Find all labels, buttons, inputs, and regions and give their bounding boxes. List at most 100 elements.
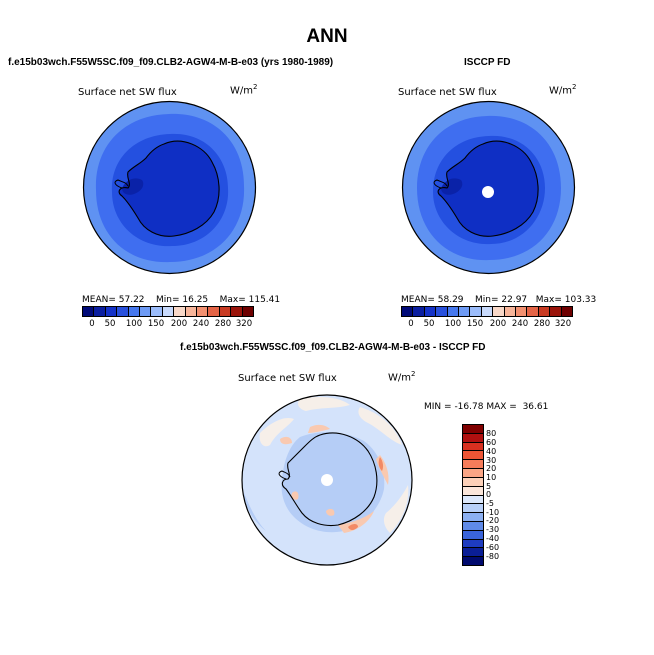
- map-coastline: [281, 432, 378, 527]
- colorbar-tick: -60: [486, 543, 500, 552]
- colorbar-swatch: [128, 307, 141, 316]
- colorbar-swatch: [242, 307, 254, 316]
- colorbar-tick: 10: [486, 473, 497, 482]
- colorbar-swatch: [463, 451, 483, 461]
- model-colorbar: [82, 306, 254, 317]
- colorbar-swatch: [162, 307, 175, 316]
- colorbar-tick: 40: [486, 447, 497, 456]
- obs-stats: MEAN= 58.29 Min= 22.97 Max= 103.33: [401, 295, 597, 305]
- map-diff-region: [383, 485, 409, 533]
- colorbar-swatch: [83, 307, 95, 316]
- colorbar-tick: -30: [486, 525, 500, 534]
- model-colorbar-labels: 0 50 100 150 200 240 280 320: [82, 319, 254, 331]
- diff-units-label: W/m2: [388, 370, 416, 384]
- colorbar-tick: 0: [486, 490, 492, 499]
- map-pole-hole: [482, 186, 494, 198]
- colorbar-swatch: [463, 425, 483, 434]
- map-diff-region: [308, 424, 330, 433]
- map-diff-region: [378, 457, 384, 471]
- colorbar-swatch: [447, 307, 460, 316]
- map-peninsula-coast: [433, 179, 448, 189]
- colorbar-swatch: [463, 521, 483, 531]
- colorbar-swatch: [151, 307, 163, 316]
- colorbar-swatch: [504, 307, 517, 316]
- colorbar-tick: -80: [486, 552, 500, 561]
- colorbar-swatch: [527, 307, 539, 316]
- colorbar-tick: -5: [486, 499, 494, 508]
- colorbar-swatch: [493, 307, 505, 316]
- colorbar-swatch: [463, 477, 483, 487]
- colorbar-swatch: [402, 307, 414, 316]
- colorbar-swatch: [219, 307, 232, 316]
- colorbar-swatch: [463, 557, 483, 565]
- colorbar-swatch: [463, 469, 483, 478]
- colorbar-tick: 5: [486, 482, 492, 491]
- colorbar-swatch: [463, 530, 483, 540]
- colorbar-tick: 20: [486, 464, 497, 473]
- colorbar-tick: 0: [408, 319, 414, 329]
- colorbar-swatch: [463, 539, 483, 549]
- colorbar-tick: -20: [486, 516, 500, 525]
- obs-units-label: W/m2: [549, 83, 577, 97]
- map-pole-hole: [321, 474, 333, 486]
- obs-polar-map: [401, 100, 576, 275]
- diff-colorbar: [462, 424, 484, 566]
- diff-polar-map: [241, 394, 413, 566]
- colorbar-swatch: [463, 433, 483, 443]
- map-diff-region: [280, 436, 292, 445]
- map-diff-region: [358, 407, 402, 445]
- map-border: [241, 394, 413, 566]
- obs-colorbar-labels: 0 50 100 150 200 240 280 320: [401, 319, 573, 331]
- map-diff-region: [259, 417, 294, 447]
- obs-case-title: ISCCP FD: [464, 57, 511, 68]
- colorbar-swatch: [197, 307, 209, 316]
- colorbar-swatch: [561, 307, 573, 316]
- colorbar-tick: 200: [170, 319, 188, 329]
- map-diff-region: [281, 432, 385, 533]
- colorbar-swatch: [463, 442, 483, 452]
- colorbar-tick: 30: [486, 456, 497, 465]
- map-coastline: [118, 140, 220, 237]
- model-units-label: W/m2: [230, 83, 258, 97]
- colorbar-tick: 240: [192, 319, 210, 329]
- model-variable-label: Surface net SW flux: [78, 87, 177, 98]
- map-diff-region: [348, 524, 358, 530]
- colorbar-tick: 80: [486, 429, 497, 438]
- model-case-title: f.e15b03wch.F55W5SC.f09_f09.CLB2-AGW4-M-…: [8, 57, 334, 68]
- colorbar-swatch: [550, 307, 562, 316]
- obs-colorbar: [401, 306, 573, 317]
- map-peninsula: [122, 178, 144, 195]
- colorbar-tick: 320: [235, 319, 253, 329]
- colorbar-tick: 50: [104, 319, 116, 329]
- colorbar-tick: 280: [214, 319, 232, 329]
- map-border: [82, 100, 257, 275]
- colorbar-swatch: [463, 495, 483, 505]
- colorbar-swatch: [174, 307, 186, 316]
- map-peninsula-coast: [278, 470, 291, 480]
- colorbar-swatch: [413, 307, 425, 316]
- colorbar-tick: 60: [486, 438, 497, 447]
- colorbar-swatch: [463, 486, 483, 496]
- map-antarctica: [119, 141, 220, 237]
- colorbar-swatch: [463, 513, 483, 522]
- obs-variable-label: Surface net SW flux: [398, 87, 497, 98]
- colorbar-swatch: [463, 504, 483, 514]
- colorbar-tick: -10: [486, 508, 500, 517]
- colorbar-swatch: [105, 307, 118, 316]
- colorbar-swatch: [140, 307, 152, 316]
- colorbar-swatch: [436, 307, 448, 316]
- colorbar-swatch: [208, 307, 220, 316]
- map-diff-region: [298, 397, 350, 411]
- colorbar-tick: 100: [444, 319, 462, 329]
- colorbar-tick: 150: [147, 319, 165, 329]
- colorbar-swatch: [94, 307, 106, 316]
- diff-variable-label: Surface net SW flux: [238, 373, 337, 384]
- model-polar-map: [82, 100, 257, 275]
- colorbar-tick: 100: [125, 319, 143, 329]
- model-stats: MEAN= 57.22 Min= 16.25 Max= 115.41: [82, 295, 281, 305]
- diff-stats: MIN = -16.78 MAX = 36.61: [424, 402, 549, 412]
- diff-colorbar-labels: 80 60 40 30 20 10 5 0 -5 -10 -20 -30 -40…: [486, 424, 526, 574]
- colorbar-swatch: [463, 460, 483, 470]
- colorbar-tick: 280: [533, 319, 551, 329]
- colorbar-tick: 150: [466, 319, 484, 329]
